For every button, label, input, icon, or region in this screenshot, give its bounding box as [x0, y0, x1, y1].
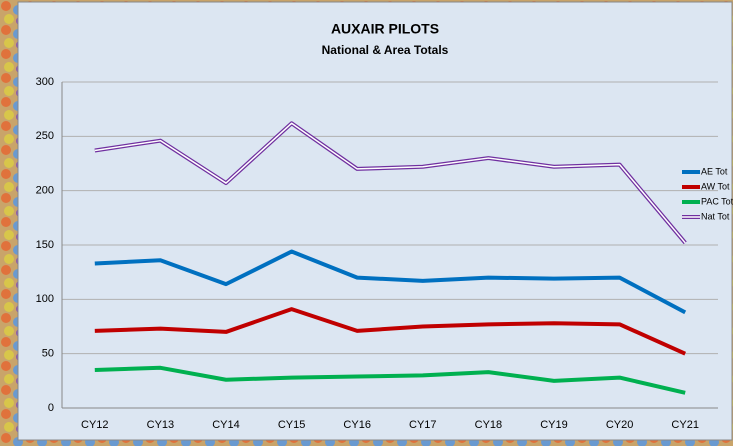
x-tick-label: CY14	[212, 419, 240, 431]
x-tick-label: CY12	[81, 419, 109, 431]
y-tick-label: 300	[36, 76, 54, 88]
y-tick-label: 150	[36, 239, 54, 251]
chart: AUXAIR PILOTS National & Area Totals 0 50…	[0, 0, 733, 446]
y-tick-label: 100	[36, 293, 54, 305]
x-tick-label: CY21	[671, 419, 699, 431]
x-tick-label: CY17	[409, 419, 437, 431]
legend-label: Nat Tot	[701, 211, 730, 221]
y-tick-label: 250	[36, 130, 54, 142]
y-tick-label: 50	[42, 348, 54, 360]
x-tick-label: CY16	[343, 419, 371, 431]
x-tick-label: CY18	[475, 419, 503, 431]
legend-label: AW Tot	[701, 181, 730, 191]
y-tick-label: 200	[36, 185, 54, 197]
x-tick-label: CY13	[147, 419, 175, 431]
x-tick-label: CY20	[606, 419, 634, 431]
legend-label: AE Tot	[701, 166, 728, 176]
x-tick-label: CY19	[540, 419, 568, 431]
x-tick-label: CY15	[278, 419, 306, 431]
chart-title: AUXAIR PILOTS	[331, 21, 439, 37]
legend-label: PAC Tot	[701, 196, 733, 206]
chart-subtitle: National & Area Totals	[322, 43, 449, 57]
y-tick-label: 0	[48, 402, 54, 414]
